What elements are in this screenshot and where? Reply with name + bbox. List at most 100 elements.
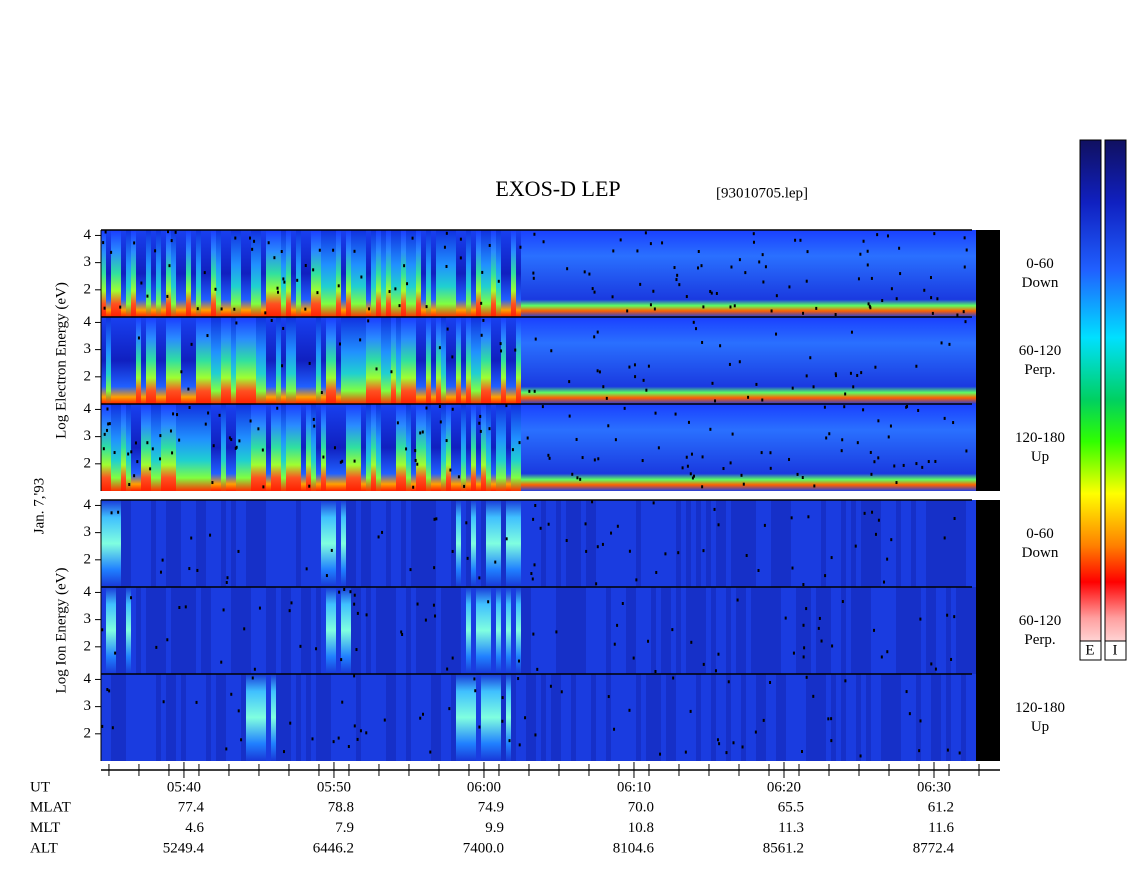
spectrogram-column xyxy=(681,674,686,761)
spectrogram-column xyxy=(101,500,106,587)
spectrogram-column xyxy=(291,404,296,491)
spectrogram-column xyxy=(796,317,801,404)
noise-dot xyxy=(457,475,460,479)
spectrogram-column xyxy=(406,317,411,404)
noise-dot xyxy=(775,294,778,298)
noise-dot xyxy=(641,459,644,463)
spectrogram-column xyxy=(916,317,921,404)
spectrogram-column xyxy=(126,500,131,587)
spectrogram-column xyxy=(551,230,556,317)
noise-dot xyxy=(649,242,652,246)
spectrogram-column xyxy=(861,230,866,317)
spectrogram-column xyxy=(551,404,556,491)
noise-dot xyxy=(500,349,503,353)
noise-dot xyxy=(856,373,859,377)
spectrogram-column xyxy=(626,500,631,587)
noise-dot xyxy=(270,318,273,322)
noise-dot xyxy=(886,650,889,654)
spectrogram-column xyxy=(921,404,926,491)
spectrogram-column xyxy=(806,404,811,491)
noise-dot xyxy=(283,280,286,284)
spectrogram-column xyxy=(201,674,206,761)
spectrogram-column xyxy=(111,500,116,587)
spectrogram-column xyxy=(796,404,801,491)
noise-dot xyxy=(576,476,579,480)
spectrogram-column xyxy=(551,587,556,674)
spectrogram-column xyxy=(866,230,871,317)
spectrogram-column xyxy=(746,230,751,317)
noise-dot xyxy=(613,642,616,646)
spectrogram-column xyxy=(136,317,141,404)
spectrogram-column xyxy=(536,587,541,674)
noise-dot xyxy=(330,548,333,552)
spectrogram-column xyxy=(701,230,706,317)
y-axis-label: Log Electron Energy (eV) xyxy=(53,282,69,439)
spectrogram-column xyxy=(376,674,381,761)
spectrogram-column xyxy=(141,587,146,674)
spectrogram-column xyxy=(121,230,126,317)
noise-dot xyxy=(459,256,462,260)
spectrogram-column xyxy=(211,230,216,317)
y-tick-label: 4 xyxy=(84,584,92,600)
spectrogram-column xyxy=(176,317,181,404)
spectrogram-column xyxy=(261,587,266,674)
x-tick-label: 05:50 xyxy=(317,779,351,795)
noise-dot xyxy=(616,623,619,627)
noise-dot xyxy=(288,609,291,613)
spectrogram-column xyxy=(911,500,916,587)
spectrogram-column xyxy=(391,404,396,491)
spectrogram-column xyxy=(466,230,471,317)
spectrogram-column xyxy=(196,500,201,587)
spectrogram-column xyxy=(306,500,311,587)
panel-direction: Down xyxy=(1022,545,1059,561)
noise-dot xyxy=(880,655,883,659)
spectrogram-column xyxy=(421,674,426,761)
noise-dot xyxy=(539,526,542,530)
spectrogram-column xyxy=(341,230,346,317)
spectrogram-column xyxy=(821,500,826,587)
spectrogram-column xyxy=(631,317,636,404)
spectrogram-column xyxy=(596,230,601,317)
spectrogram-column xyxy=(601,674,606,761)
noise-dot xyxy=(714,669,717,673)
spectrogram-column xyxy=(821,674,826,761)
noise-dot xyxy=(769,680,772,684)
spectrogram-column xyxy=(721,230,726,317)
spectrogram-column xyxy=(396,587,401,674)
spectrogram-column xyxy=(166,317,171,404)
noise-dot xyxy=(187,387,190,391)
spectrogram-column xyxy=(731,587,736,674)
spectrogram-column xyxy=(191,404,196,491)
noise-dot xyxy=(140,281,143,285)
spectrogram-column xyxy=(611,404,616,491)
spectrogram-column xyxy=(791,317,796,404)
noise-dot xyxy=(106,428,109,432)
spectrogram-column xyxy=(286,674,291,761)
spectrogram-column xyxy=(331,587,336,674)
spectrogram-column xyxy=(851,674,856,761)
spectrogram-column xyxy=(411,317,416,404)
spectrogram-column xyxy=(576,230,581,317)
spectrogram-column xyxy=(966,230,971,317)
spectrogram-column xyxy=(506,404,511,491)
noise-dot xyxy=(761,398,764,402)
spectrogram-column xyxy=(656,674,661,761)
spectrogram-column xyxy=(186,317,191,404)
spectrogram-column xyxy=(326,674,331,761)
spectrogram-column xyxy=(341,404,346,491)
spectrogram-column xyxy=(896,500,901,587)
noise-dot xyxy=(478,576,481,580)
readout-value: 61.2 xyxy=(928,799,954,815)
spectrogram-column xyxy=(156,404,161,491)
spectrogram-column xyxy=(196,317,201,404)
spectrogram-column xyxy=(491,404,496,491)
spectrogram-column xyxy=(356,230,361,317)
spectrogram-column xyxy=(711,317,716,404)
spectrogram-column xyxy=(346,230,351,317)
spectrogram-column xyxy=(856,404,861,491)
spectrogram-column xyxy=(761,230,766,317)
spectrogram-column xyxy=(446,587,451,674)
noise-dot xyxy=(584,522,587,526)
spectrogram-column xyxy=(146,230,151,317)
noise-dot xyxy=(866,249,869,253)
